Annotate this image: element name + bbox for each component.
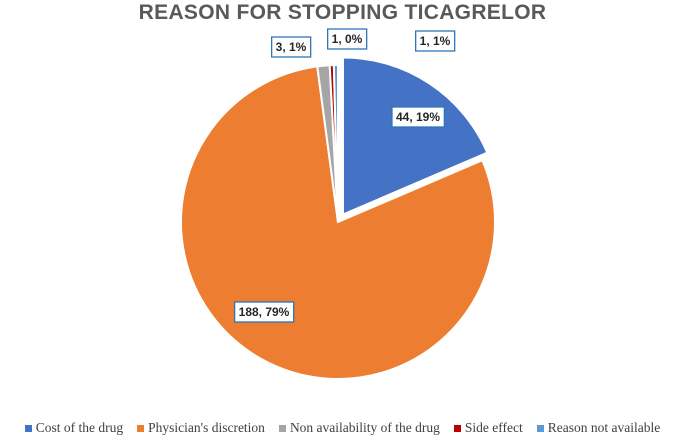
legend-item-non-availability: Non availability of the drug <box>278 420 440 436</box>
data-label-box <box>271 36 312 58</box>
legend-item-side-effect: Side effect <box>453 420 523 436</box>
legend-item-cost: Cost of the drug <box>24 420 124 436</box>
data-label-text: 1, 1% <box>420 34 451 48</box>
pie-slice-cost-of-the-drug <box>341 56 489 217</box>
data-label: 188, 79% <box>233 301 295 323</box>
data-label: 1, 1% <box>415 30 456 52</box>
legend-label: Physician's discretion <box>148 420 265 435</box>
data-label: 3, 1% <box>271 36 312 58</box>
legend-swatch <box>453 424 461 432</box>
legend-label: Cost of the drug <box>35 420 124 435</box>
legend-label: Side effect <box>464 420 523 435</box>
data-label-box <box>233 301 295 323</box>
data-label-box <box>415 30 456 52</box>
legend-item-physician: Physician's discretion <box>137 420 265 436</box>
pie-slice-reason-not-available <box>332 63 339 223</box>
data-label-box <box>327 28 368 50</box>
legend-item-reason-not-available: Reason not available <box>536 420 661 436</box>
legend-label: Non availability of the drug <box>289 420 440 435</box>
data-label-text: 3, 1% <box>276 40 307 54</box>
chart-legend: Cost of the drug Physician's discretion … <box>0 418 685 438</box>
legend-swatch <box>137 424 145 432</box>
legend-swatch <box>278 424 286 432</box>
data-label-text: 44, 19% <box>396 110 440 124</box>
data-label-text: 1, 0% <box>332 32 363 46</box>
pie-chart: 44, 19% 188, 79% 3, 1% 1, 0% 1, 1% <box>180 28 496 380</box>
data-label-box <box>391 106 445 128</box>
legend-label: Reason not available <box>547 420 661 435</box>
data-label: 44, 19% <box>391 106 445 128</box>
data-label: 1, 0% <box>327 28 368 50</box>
legend-swatch <box>24 424 32 432</box>
data-label-text: 188, 79% <box>239 305 290 319</box>
pie-slice-physician-s-discretion <box>180 65 496 380</box>
chart-title: REASON FOR STOPPING TICAGRELOR <box>138 1 547 24</box>
legend-swatch <box>536 424 544 432</box>
